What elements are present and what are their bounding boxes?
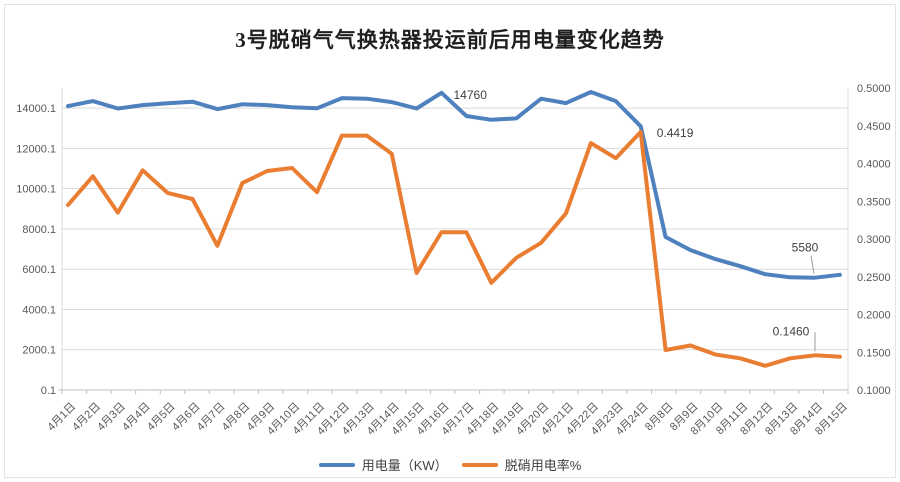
y-axis-label-right: 0.2000 bbox=[857, 310, 891, 322]
y-axis-label-left: 10000.1 bbox=[16, 184, 56, 196]
y-axis-label-right: 0.1500 bbox=[857, 347, 891, 359]
y-axis-label-right: 0.3500 bbox=[857, 196, 891, 208]
y-axis-label-right: 0.3000 bbox=[857, 234, 891, 246]
legend-label-consumption: 用电量（KW） bbox=[361, 458, 448, 473]
data-label: 0.4419 bbox=[657, 126, 694, 140]
y-axis-label-right: 0.1000 bbox=[857, 385, 891, 397]
series-line-consumption bbox=[66, 90, 842, 280]
legend-item-consumption: 用电量（KW） bbox=[318, 455, 448, 474]
data-label: 0.1460 bbox=[773, 324, 810, 338]
legend: 用电量（KW） 脱硝用电率% bbox=[0, 455, 900, 474]
y-axis-label-left: 0.1 bbox=[41, 385, 56, 397]
data-label: 14760 bbox=[454, 88, 488, 102]
series-line-rate bbox=[66, 129, 842, 368]
legend-swatch-consumption bbox=[318, 462, 355, 467]
data-label-leader bbox=[810, 255, 815, 274]
legend-label-rate: 脱硝用电率% bbox=[504, 458, 582, 473]
data-label: 5580 bbox=[792, 241, 819, 255]
y-axis-label-right: 0.5000 bbox=[857, 83, 891, 95]
y-axis-label-left: 2000.1 bbox=[22, 345, 56, 357]
y-axis-label-left: 4000.1 bbox=[22, 304, 56, 316]
y-axis-label-right: 0.4500 bbox=[857, 121, 891, 133]
y-axis-label-left: 14000.1 bbox=[16, 103, 56, 115]
legend-swatch-rate bbox=[461, 462, 498, 467]
y-axis-label-right: 0.2500 bbox=[857, 272, 891, 284]
chart-title: 3号脱硝气气换热器投运前后用电量变化趋势 bbox=[235, 28, 665, 52]
y-axis-label-left: 8000.1 bbox=[22, 224, 56, 236]
legend-item-rate: 脱硝用电率% bbox=[461, 455, 582, 474]
y-axis-label-left: 6000.1 bbox=[22, 264, 56, 276]
y-axis-label-left: 12000.1 bbox=[16, 143, 56, 155]
y-axis-label-right: 0.4000 bbox=[857, 159, 891, 171]
